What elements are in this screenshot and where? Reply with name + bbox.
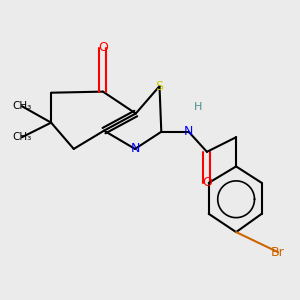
Text: CH₃: CH₃: [12, 132, 32, 142]
Text: N: N: [184, 125, 194, 138]
Text: Br: Br: [271, 246, 285, 259]
Text: S: S: [155, 80, 164, 93]
Text: N: N: [130, 142, 140, 155]
Text: CH₃: CH₃: [12, 101, 32, 111]
Text: O: O: [98, 41, 108, 54]
Text: O: O: [202, 176, 212, 189]
Text: H: H: [194, 102, 202, 112]
